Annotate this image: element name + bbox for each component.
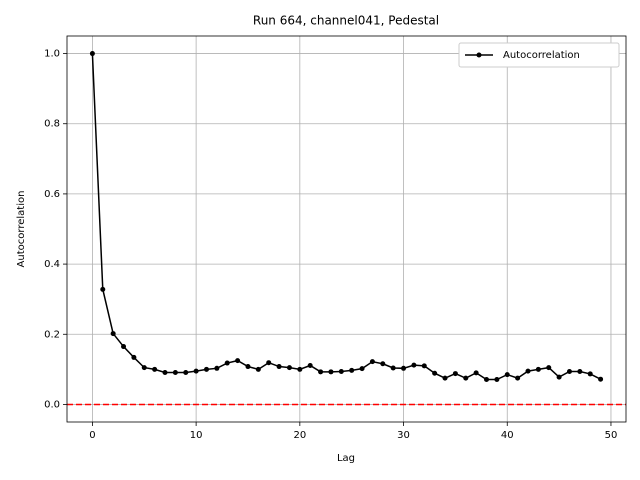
data-point bbox=[141, 365, 147, 371]
x-tick-label: 20 bbox=[293, 430, 306, 441]
x-tick-label: 0 bbox=[89, 430, 95, 441]
x-tick-label: 50 bbox=[605, 430, 618, 441]
data-point bbox=[369, 359, 375, 365]
data-point bbox=[183, 370, 189, 376]
data-point bbox=[504, 372, 510, 378]
data-point bbox=[566, 368, 572, 374]
data-point bbox=[152, 366, 158, 372]
data-point bbox=[380, 361, 386, 367]
data-point bbox=[463, 375, 469, 381]
plot-frame bbox=[66, 35, 627, 423]
data-point bbox=[245, 364, 251, 370]
data-point bbox=[110, 331, 116, 337]
data-point bbox=[307, 363, 313, 369]
data-point bbox=[349, 367, 355, 373]
data-point bbox=[193, 368, 199, 374]
data-point bbox=[172, 370, 178, 376]
data-point bbox=[255, 366, 261, 372]
data-point bbox=[338, 368, 344, 374]
data-point bbox=[359, 366, 365, 372]
data-point bbox=[121, 344, 127, 350]
data-point bbox=[442, 375, 448, 381]
data-point bbox=[390, 365, 396, 371]
data-point bbox=[473, 370, 479, 376]
y-tick-label: 0.4 bbox=[44, 259, 60, 270]
data-point bbox=[297, 366, 303, 372]
data-point bbox=[432, 370, 438, 376]
data-point bbox=[162, 370, 168, 376]
legend-marker bbox=[476, 52, 482, 58]
data-point bbox=[89, 51, 95, 57]
data-point bbox=[235, 358, 241, 364]
data-point bbox=[525, 368, 531, 374]
data-point bbox=[452, 371, 458, 377]
y-tick-label: 0.8 bbox=[44, 119, 60, 130]
data-point bbox=[276, 364, 282, 370]
data-point bbox=[587, 371, 593, 377]
data-point bbox=[494, 377, 500, 383]
data-point bbox=[203, 366, 209, 372]
x-tick-label: 10 bbox=[190, 430, 203, 441]
y-tick-label: 1.0 bbox=[44, 49, 60, 60]
x-tick-label: 40 bbox=[501, 430, 514, 441]
x-axis-label: Lag bbox=[337, 453, 355, 464]
y-tick-label: 0.0 bbox=[44, 399, 60, 410]
data-point bbox=[515, 375, 521, 381]
data-point bbox=[214, 365, 220, 371]
data-point bbox=[131, 354, 137, 360]
y-tick-label: 0.6 bbox=[44, 189, 60, 200]
data-point bbox=[266, 360, 272, 366]
data-point bbox=[328, 369, 334, 375]
data-point bbox=[318, 369, 324, 375]
data-point bbox=[598, 376, 604, 382]
data-point bbox=[286, 365, 292, 371]
y-axis-label: Autocorrelation bbox=[16, 191, 27, 268]
data-point bbox=[401, 365, 407, 371]
data-point bbox=[546, 365, 552, 371]
data-point bbox=[411, 362, 417, 368]
data-point bbox=[421, 363, 427, 369]
data-point bbox=[224, 360, 230, 366]
legend-label: Autocorrelation bbox=[503, 50, 580, 61]
chart-title: Run 664, channel041, Pedestal bbox=[253, 14, 439, 28]
data-point bbox=[556, 374, 562, 380]
data-point bbox=[100, 286, 106, 292]
legend-box bbox=[458, 42, 620, 68]
x-tick-label: 30 bbox=[397, 430, 410, 441]
data-point bbox=[577, 368, 583, 374]
data-point bbox=[535, 366, 541, 372]
data-point bbox=[484, 377, 490, 383]
y-tick-label: 0.2 bbox=[44, 329, 60, 340]
